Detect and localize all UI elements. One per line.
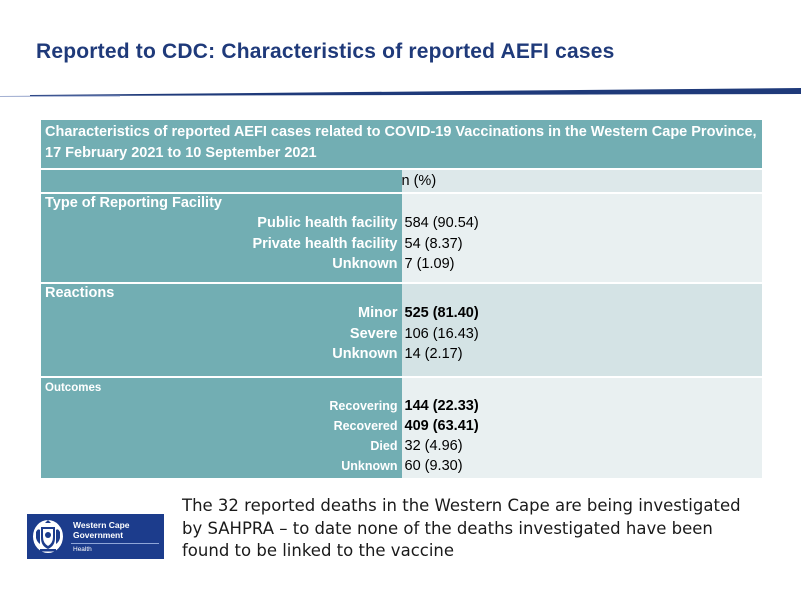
- row-value: 60 (9.30): [404, 458, 463, 474]
- row-label: Died: [370, 439, 398, 453]
- row-value: 7 (1.09): [404, 256, 455, 272]
- row-value: 32 (4.96): [404, 438, 463, 454]
- row-label: Unknown: [332, 346, 398, 362]
- logo-department: Health: [73, 546, 92, 553]
- column-header: n (%): [401, 170, 762, 192]
- row-value: 144 (22.33): [404, 398, 479, 414]
- section-title: Type of Reporting Facility: [45, 195, 222, 211]
- section-facility: Type of Reporting Facility Public health…: [41, 194, 402, 282]
- row-value: 525 (81.40): [404, 305, 479, 321]
- row-label: Minor: [358, 305, 398, 321]
- row-value: 409 (63.41): [404, 418, 479, 434]
- row-label: Unknown: [332, 256, 398, 272]
- row-label: Recovered: [333, 419, 398, 433]
- section-outcomes: Outcomes Recovering Recovered Died Unkno…: [41, 378, 402, 478]
- title-underline: [0, 88, 801, 97]
- section-title: Outcomes: [45, 382, 102, 394]
- logo-divider: [71, 543, 159, 544]
- logo-name: Western Cape Government: [73, 520, 130, 540]
- row-value: 14 (2.17): [404, 346, 463, 362]
- section-facility-values: 584 (90.54) 54 (8.37) 7 (1.09): [401, 194, 762, 282]
- row-value: 54 (8.37): [404, 235, 463, 252]
- header-blank-cell: [41, 170, 402, 192]
- section-outcomes-values: 144 (22.33) 409 (63.41) 32 (4.96) 60 (9.…: [401, 378, 762, 478]
- section-reactions: Reactions Minor Severe Unknown: [41, 284, 402, 376]
- coat-of-arms-icon: [33, 520, 63, 553]
- footnote-text: The 32 reported deaths in the Western Ca…: [182, 496, 741, 560]
- row-label: Recovering: [329, 399, 398, 413]
- row-label: Private health facility: [252, 235, 398, 252]
- western-cape-government-logo: Western Cape Government Health: [27, 514, 164, 559]
- row-value: 106 (16.43): [404, 325, 479, 342]
- section-title: Reactions: [45, 285, 115, 301]
- section-reactions-values: 525 (81.40) 106 (16.43) 14 (2.17): [401, 284, 762, 376]
- table-caption: Characteristics of reported AEFI cases r…: [41, 120, 762, 168]
- aefi-table: Characteristics of reported AEFI cases r…: [41, 120, 762, 478]
- slide-title: Reported to CDC: Characteristics of repo…: [36, 40, 615, 63]
- row-value: 584 (90.54): [404, 215, 479, 231]
- row-label: Severe: [349, 325, 398, 342]
- row-label: Public health facility: [257, 215, 398, 231]
- row-label: Unknown: [341, 459, 398, 473]
